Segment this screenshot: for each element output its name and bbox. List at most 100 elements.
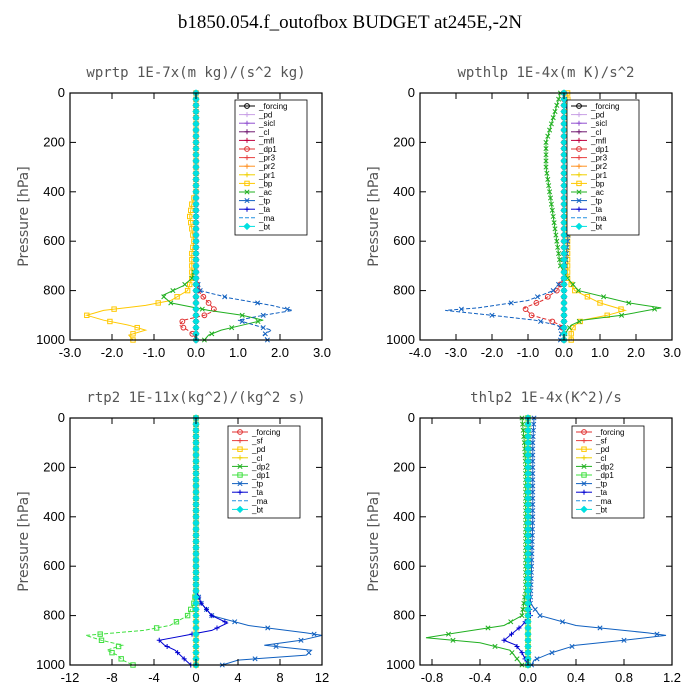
series-ta xyxy=(156,415,229,668)
data-point xyxy=(209,331,215,337)
data-point xyxy=(547,189,553,195)
data-point xyxy=(548,121,554,127)
legend-marker xyxy=(244,163,250,169)
data-point xyxy=(560,175,568,184)
data-point xyxy=(543,152,549,158)
data-point xyxy=(556,257,563,263)
legend-label: _dp1 xyxy=(258,145,277,154)
legend-label: _ta xyxy=(251,488,264,497)
data-point xyxy=(262,331,268,337)
legend-label: _pr1 xyxy=(590,171,608,180)
data-point xyxy=(187,281,193,288)
chart-panel-1: wprtp 1E-7x(m kg)/(s^2 kg) Pressure [hPa]… xyxy=(16,65,331,360)
x-tick-label: 2.0 xyxy=(271,345,289,360)
legend-marker xyxy=(244,129,250,135)
legend-entry: _ma xyxy=(571,214,607,223)
data-point xyxy=(543,164,549,170)
legend-label: _tp xyxy=(590,197,603,206)
data-point xyxy=(252,656,258,662)
data-point xyxy=(560,163,568,171)
data-point xyxy=(182,281,188,287)
legend-entry: _bp xyxy=(571,179,605,188)
data-point xyxy=(201,312,208,319)
y-tick-label: 0 xyxy=(408,85,415,100)
legend-label: _mfl xyxy=(258,136,274,145)
legend-marker xyxy=(237,455,243,461)
data-point xyxy=(530,514,536,520)
data-point xyxy=(130,331,136,337)
data-point xyxy=(450,637,456,643)
legend-marker xyxy=(244,198,250,204)
data-point xyxy=(547,127,553,133)
x-tick-label: 0 xyxy=(192,670,199,685)
data-point xyxy=(445,631,452,637)
data-point xyxy=(551,220,557,226)
legend-marker xyxy=(581,438,587,444)
legend-label: _pd xyxy=(251,445,265,454)
legend-entry: _cl xyxy=(576,454,606,463)
data-point xyxy=(545,133,551,139)
data-point xyxy=(205,300,212,306)
legend-label: _tp xyxy=(251,480,264,489)
data-point xyxy=(197,288,203,294)
data-point xyxy=(543,158,549,164)
data-point xyxy=(514,643,520,649)
data-point xyxy=(111,306,117,312)
data-point xyxy=(501,637,507,643)
y-tick-label: 1000 xyxy=(36,657,65,672)
x-tick-label: -1.0 xyxy=(143,345,165,360)
legend-label: _dp1 xyxy=(251,471,270,480)
figure-title: b1850.054.f_outofbox BUDGET at245E,-2N xyxy=(177,12,523,33)
data-point xyxy=(576,318,582,325)
data-point xyxy=(553,232,559,238)
data-point xyxy=(265,625,271,631)
series-bt xyxy=(192,414,200,669)
data-point xyxy=(509,631,514,637)
series-bt xyxy=(192,89,200,344)
legend-label: _cl xyxy=(251,454,262,463)
legend-label: _ta xyxy=(590,205,603,214)
legend-label: _dp1 xyxy=(595,471,614,480)
data-point xyxy=(84,312,90,319)
data-point xyxy=(115,643,122,650)
data-point xyxy=(545,176,551,183)
x-tick-label: 2.0 xyxy=(627,345,645,360)
plot-frame xyxy=(419,417,673,666)
panel-title: wprtp 1E-7x(m kg)/(s^2 kg) xyxy=(86,65,305,81)
data-point xyxy=(621,637,627,643)
legend-marker xyxy=(576,137,582,143)
legend-marker xyxy=(576,120,582,126)
series-line xyxy=(195,93,293,341)
x-tick-label: -3.0 xyxy=(59,345,81,360)
legend: _forcing_pd_sicl_cl_mfl_dp1_pr3_pr2_pr1_… xyxy=(566,99,640,236)
y-tick-label: 400 xyxy=(43,184,65,199)
y-tick-label: 800 xyxy=(43,608,65,623)
data-point xyxy=(173,619,180,625)
data-point xyxy=(560,311,568,320)
data-point xyxy=(543,146,549,152)
data-point xyxy=(530,477,536,483)
data-point xyxy=(560,151,568,159)
panel-title: rtp2 1E-11x(kg^2)/(kg^2 s) xyxy=(86,390,305,406)
data-point xyxy=(519,613,525,619)
legend-marker xyxy=(576,146,582,152)
legend-entry: _tp xyxy=(576,480,608,489)
data-point xyxy=(509,650,515,656)
legend-marker xyxy=(244,146,250,152)
y-tick-label: 0 xyxy=(408,410,415,425)
legend-marker xyxy=(243,222,251,231)
data-point xyxy=(522,306,529,313)
data-point xyxy=(533,300,540,306)
data-point xyxy=(200,293,207,300)
y-tick-label: 800 xyxy=(43,283,65,298)
legend-marker xyxy=(237,446,243,452)
data-point xyxy=(175,650,181,656)
data-point xyxy=(530,501,536,508)
data-point xyxy=(529,526,536,532)
legend-entry: _tp xyxy=(239,197,271,206)
x-tick-label: 0.0 xyxy=(555,345,573,360)
data-point xyxy=(168,300,174,306)
y-tick-label: 200 xyxy=(43,134,65,149)
legend-marker xyxy=(576,129,582,135)
